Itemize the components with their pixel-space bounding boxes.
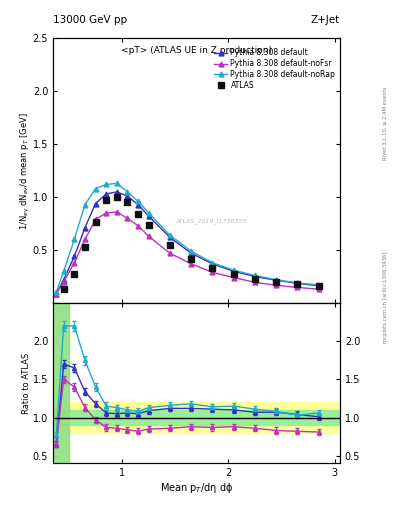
Pythia 8.308 default [114,189,119,195]
Pythia 8.308 default [167,234,172,241]
Pythia 8.308 default [274,277,279,283]
Pythia 8.308 default [61,276,66,283]
Pythia 8.308 default-noRap [189,248,193,254]
Pythia 8.308 default-noFsr [210,269,215,275]
Pythia 8.308 default [54,291,59,297]
Y-axis label: Ratio to ATLAS: Ratio to ATLAS [22,353,31,414]
Pythia 8.308 default-noRap [167,232,172,238]
Pythia 8.308 default [72,253,77,260]
Pythia 8.308 default [104,191,108,197]
Pythia 8.308 default-noFsr [114,209,119,215]
Pythia 8.308 default-noRap [210,260,215,266]
Pythia 8.308 default-noFsr [167,250,172,257]
Pythia 8.308 default-noFsr [83,237,87,243]
Pythia 8.308 default [210,261,215,267]
Pythia 8.308 default-noFsr [54,291,59,297]
Line: Pythia 8.308 default-noRap: Pythia 8.308 default-noRap [54,181,321,295]
Pythia 8.308 default-noRap [274,276,279,283]
Pythia 8.308 default-noRap [93,186,98,192]
Text: Rivet 3.1.10, ≥ 2.4M events: Rivet 3.1.10, ≥ 2.4M events [383,86,387,160]
Pythia 8.308 default-noFsr [146,233,151,240]
Pythia 8.308 default-noFsr [125,215,130,221]
Pythia 8.308 default-noRap [295,280,300,286]
X-axis label: Mean p$_T$/dη dϕ: Mean p$_T$/dη dϕ [160,481,233,495]
Pythia 8.308 default-noRap [316,282,321,288]
Pythia 8.308 default [316,283,321,289]
Pythia 8.308 default-noFsr [295,284,300,290]
Pythia 8.308 default-noFsr [274,282,279,288]
Pythia 8.308 default-noRap [83,202,87,208]
Pythia 8.308 default-noRap [231,267,236,273]
Pythia 8.308 default [125,193,130,199]
Pythia 8.308 default-noFsr [136,223,140,229]
Pythia 8.308 default-noFsr [316,286,321,292]
Pythia 8.308 default-noRap [136,198,140,204]
Pythia 8.308 default-noFsr [231,274,236,281]
Pythia 8.308 default-noRap [72,237,77,243]
Text: Z+Jet: Z+Jet [311,14,340,25]
Pythia 8.308 default [253,273,257,280]
Legend: Pythia 8.308 default, Pythia 8.308 default-noFsr, Pythia 8.308 default-noRap, AT: Pythia 8.308 default, Pythia 8.308 defau… [211,45,338,93]
Text: 13000 GeV pp: 13000 GeV pp [53,14,127,25]
Text: ATLAS_2019_I1736355: ATLAS_2019_I1736355 [175,218,246,224]
Pythia 8.308 default [231,268,236,274]
Y-axis label: 1/N$_{ev}$ dN$_{ev}$/d mean p$_T$ [GeV]: 1/N$_{ev}$ dN$_{ev}$/d mean p$_T$ [GeV] [18,112,31,229]
Pythia 8.308 default [136,202,140,208]
Pythia 8.308 default-noRap [146,210,151,216]
Pythia 8.308 default [83,225,87,231]
Pythia 8.308 default-noRap [54,289,59,295]
Pythia 8.308 default [146,213,151,219]
Pythia 8.308 default-noFsr [72,260,77,266]
Pythia 8.308 default-noFsr [93,216,98,222]
Pythia 8.308 default-noRap [104,181,108,187]
Pythia 8.308 default-noRap [125,189,130,195]
Pythia 8.308 default-noFsr [189,261,193,267]
Pythia 8.308 default-noFsr [253,279,257,285]
Pythia 8.308 default [189,250,193,257]
Pythia 8.308 default-noFsr [104,210,108,216]
Pythia 8.308 default-noRap [253,272,257,279]
Line: Pythia 8.308 default-noFsr: Pythia 8.308 default-noFsr [54,209,321,296]
Text: mcplots.cern.ch [arXiv:1306.3436]: mcplots.cern.ch [arXiv:1306.3436] [383,251,387,343]
Text: <pT> (ATLAS UE in Z production): <pT> (ATLAS UE in Z production) [121,47,272,55]
Pythia 8.308 default-noFsr [61,279,66,285]
Pythia 8.308 default-noRap [114,180,119,186]
Pythia 8.308 default [93,200,98,206]
Pythia 8.308 default-noRap [61,268,66,274]
Line: Pythia 8.308 default: Pythia 8.308 default [54,189,321,296]
Pythia 8.308 default [295,280,300,286]
